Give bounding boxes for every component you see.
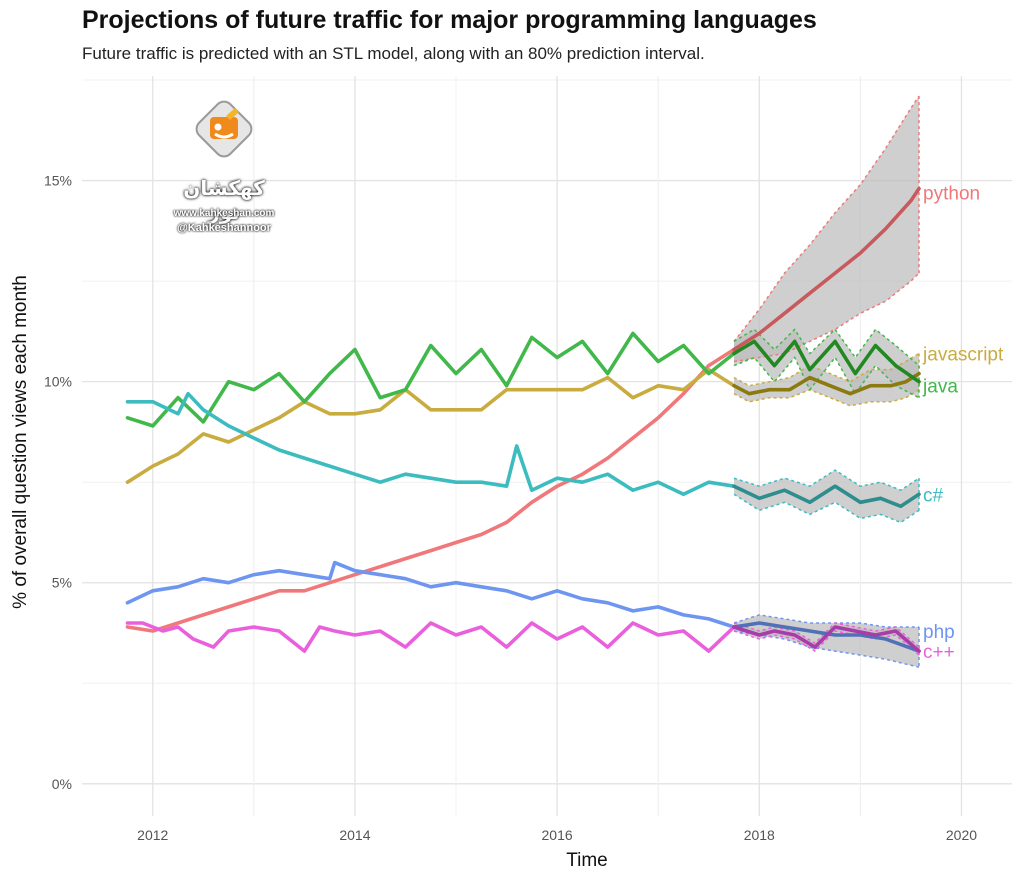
upper-bound-c-sharp — [733, 469, 920, 492]
series-label-c-sharp: c# — [923, 485, 944, 506]
history-line-python — [125, 347, 736, 633]
history-line-javascript — [125, 367, 736, 484]
kahkeshan-logo-icon — [195, 100, 253, 158]
history-line-cpp — [125, 621, 736, 653]
watermark-handle: @Kahkeshannoor — [177, 222, 271, 234]
upper-bound-python — [733, 95, 920, 342]
series-label-php: php — [923, 622, 955, 643]
y-tick-label: 0% — [52, 776, 72, 792]
upper-bound-php — [733, 614, 919, 628]
prediction-band-python — [734, 96, 919, 362]
history-line-php — [125, 560, 736, 629]
chart-title: Projections of future traffic for major … — [82, 6, 817, 34]
forecast-line-python — [732, 186, 921, 352]
lower-bound-javascript — [733, 388, 920, 407]
forecast-line-cpp — [732, 625, 921, 653]
lower-bound-php — [733, 630, 920, 668]
prediction-band-c-sharp — [734, 470, 919, 523]
series-label-javascript: javascript — [922, 345, 1004, 366]
y-tick-label: 5% — [52, 575, 72, 591]
forecast-line-javascript — [732, 371, 921, 396]
lower-bound-python — [733, 272, 920, 363]
history-line-java — [125, 331, 736, 428]
watermark-logo: کهکشان نور www.kahkeshan.com @Kahkeshann… — [166, 98, 282, 242]
forecast-line-php — [732, 621, 921, 653]
prediction-band-javascript — [734, 353, 919, 406]
y-tick-label: 15% — [44, 173, 72, 189]
series-label-cpp: c++ — [923, 642, 955, 663]
chart-subtitle: Future traffic is predicted with an STL … — [82, 44, 705, 63]
y-tick-label: 10% — [44, 374, 72, 390]
x-tick-label: 2016 — [542, 827, 573, 843]
x-tick-label: 2014 — [339, 827, 370, 843]
forecast-line-c-sharp — [732, 484, 921, 509]
lower-bound-java — [733, 356, 920, 399]
x-axis-title: Time — [566, 850, 608, 871]
upper-bound-java — [733, 328, 920, 367]
axis-layer: 0% 5% 10% 15% 2012 2014 2016 2018 2020 Time % of o… — [10, 173, 977, 871]
series-line-layer — [125, 186, 921, 653]
forecast-line-java — [732, 339, 921, 384]
x-tick-label: 2020 — [946, 827, 977, 843]
history-line-c-sharp — [125, 391, 736, 497]
x-tick-label: 2018 — [744, 827, 775, 843]
lower-bound-c-sharp — [733, 493, 920, 524]
watermark-site: www.kahkeshan.com — [173, 208, 275, 219]
x-tick-label: 2012 — [137, 827, 168, 843]
series-label-python: python — [923, 184, 980, 205]
y-axis-title: % of overall question views each month — [10, 275, 31, 609]
series-label-java: java — [922, 377, 958, 398]
watermark-brand: کهکشان نور — [183, 176, 265, 224]
